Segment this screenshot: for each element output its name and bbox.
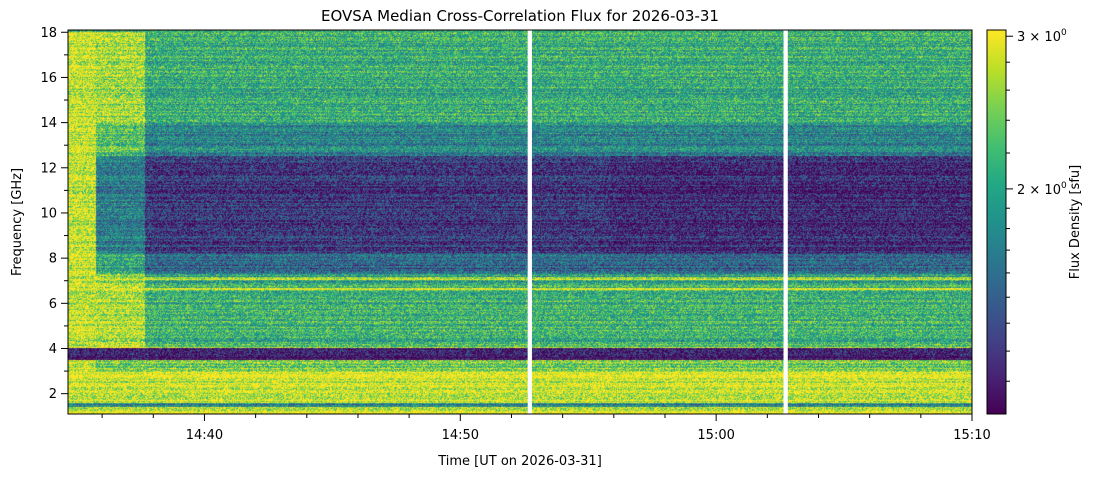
y-tick-label: 2 [49,387,57,402]
colorbar-label: Flux Density [sfu] [1068,165,1083,279]
y-tick-label: 14 [40,116,57,131]
x-axis: 14:40 14:50 15:00 15:10 [101,414,991,443]
x-tick-label: 15:00 [697,428,734,443]
y-tick-label: 12 [40,161,57,176]
y-tick-label: 16 [40,71,57,86]
x-tick-label: 15:10 [953,428,990,443]
x-tick-label: 14:40 [186,428,223,443]
y-axis-label: Frequency [GHz] [10,168,25,276]
x-axis-label: Time [UT on 2026-03-31] [437,454,602,469]
colorbar: 2 × 100 3 × 100 Flux Density [sfu] [986,28,1083,415]
heatmap-raster [68,30,972,414]
chart-title: EOVSA Median Cross-Correlation Flux for … [321,7,719,25]
colorbar-gradient [986,29,1007,415]
y-tick-label: 8 [49,252,57,267]
data-gap-1 [527,30,532,414]
y-tick-label: 18 [40,26,57,41]
colorbar-tick-label: 2 × 100 [1017,181,1067,198]
y-axis: 2 4 6 8 10 12 14 16 18 [40,26,68,402]
y-tick-label: 10 [40,206,57,221]
x-tick-label: 14:50 [442,428,479,443]
data-gap-2 [783,30,788,414]
colorbar-tick-label: 3 × 100 [1017,28,1067,45]
y-tick-label: 6 [49,297,57,312]
colorbar-ticks: 2 × 100 3 × 100 [1006,28,1067,382]
y-tick-label: 4 [49,342,57,357]
plot-frame [67,29,973,415]
heatmap-image [68,30,972,414]
